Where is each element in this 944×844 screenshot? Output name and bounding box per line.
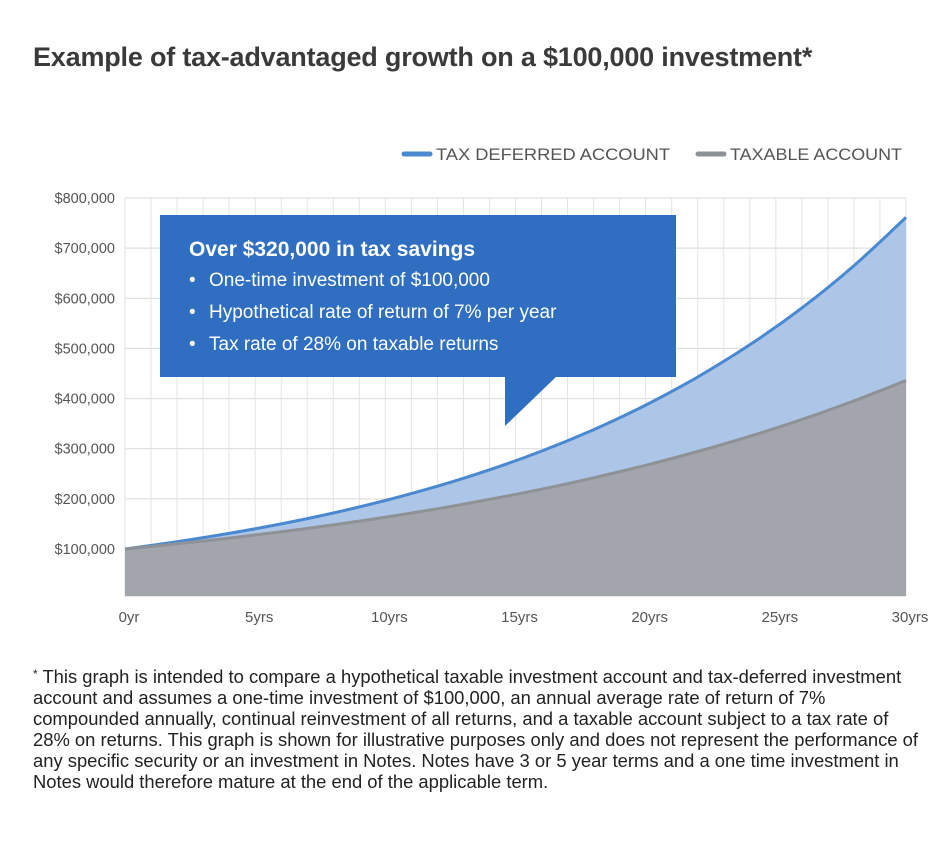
callout-bullet: • Hypothetical rate of return of 7% per y… (189, 297, 676, 329)
x-tick-label: 0yr (119, 609, 140, 626)
x-tick-label: 10yrs (371, 609, 408, 626)
y-tick-label: $400,000 (55, 392, 115, 408)
tax-savings-callout: Over $320,000 in tax savings • One-time i… (160, 215, 676, 377)
y-tick-label: $200,000 (55, 492, 115, 508)
y-tick-label: $300,000 (55, 442, 115, 458)
callout-bullet: • Tax rate of 28% on taxable returns (189, 329, 676, 361)
chart-title: Example of tax-advantaged growth on a $1… (33, 42, 813, 72)
taxable-line (124, 379, 907, 551)
legend-label: TAX DEFERRED ACCOUNT (436, 145, 670, 164)
footnote-text: This graph is intended to compare a hypo… (33, 666, 918, 792)
footnote-marker: * (33, 667, 38, 681)
y-tick-label: $600,000 (55, 291, 115, 307)
x-tick-label: 15yrs (501, 609, 538, 626)
bullet-dot-icon: • (189, 270, 196, 291)
callout-heading: Over $320,000 in tax savings (189, 238, 476, 261)
tax-deferred-line (124, 216, 908, 551)
callout-bullet-text: One-time investment of $100,000 (209, 270, 490, 291)
y-tick-label: $800,000 (55, 191, 115, 207)
y-tick-label: $700,000 (55, 241, 115, 257)
bullet-dot-icon: • (189, 334, 196, 355)
x-axis-ticks: 0yr 5yrs 10yrs 15yrs 20yrs 25yrs 30yrs (119, 609, 929, 626)
x-tick-label: 20yrs (631, 609, 668, 626)
y-tick-label: $100,000 (55, 542, 115, 558)
callout-bullet-list: • One-time investment of $100,000 • Hypoth… (189, 265, 676, 361)
callout-pointer (505, 376, 557, 426)
x-tick-label: 5yrs (245, 609, 273, 626)
legend-label: TAXABLE ACCOUNT (730, 145, 902, 164)
callout-bullet-text: Hypothetical rate of return of 7% per ye… (209, 302, 557, 323)
callout-bullet-text: Tax rate of 28% on taxable returns (209, 334, 499, 355)
x-tick-label: 30yrs (892, 609, 929, 626)
series-areas (125, 217, 906, 596)
y-axis-ticks: $100,000 $200,000 $300,000 $400,000 $500,000… (55, 191, 115, 558)
y-tick-label: $500,000 (55, 341, 115, 357)
series-lines (124, 216, 908, 551)
callout-bullet: • One-time investment of $100,000 (189, 265, 676, 297)
legend: TAX DEFERRED ACCOUNT TAXABLE ACCOUNT (401, 145, 902, 164)
footnote: * This graph is intended to compare a hy… (33, 666, 923, 792)
bullet-dot-icon: • (189, 302, 196, 323)
taxable-area (125, 380, 906, 596)
x-tick-label: 25yrs (761, 609, 798, 626)
